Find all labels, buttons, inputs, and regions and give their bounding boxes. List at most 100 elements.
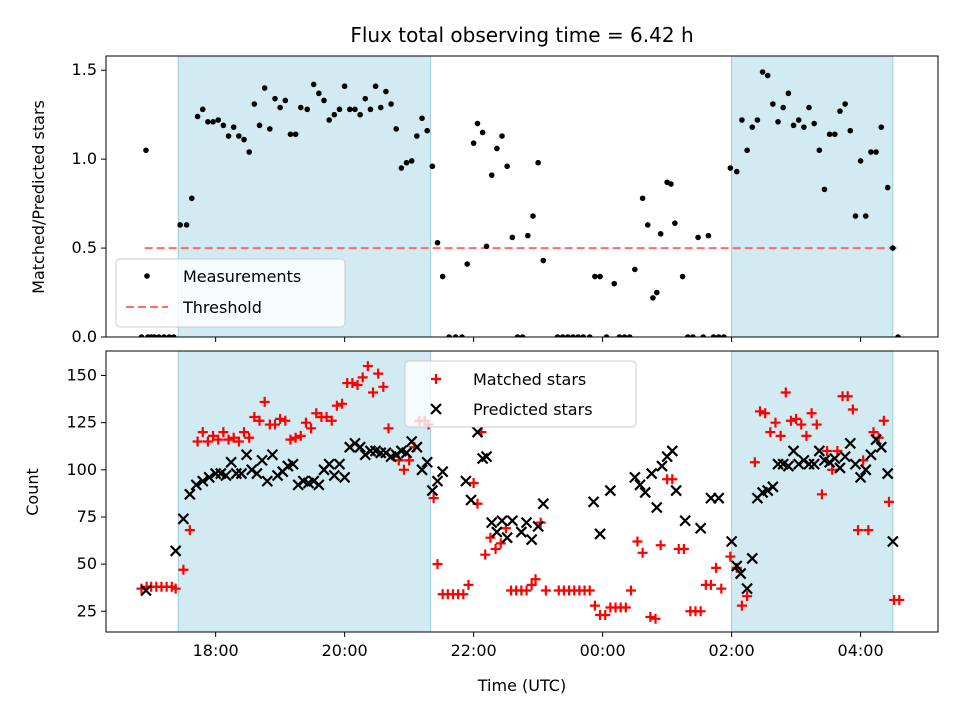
predicted-stars-point [813, 445, 826, 457]
measurement-point [246, 149, 252, 155]
predicted-stars-point [465, 494, 477, 506]
measurement-point [188, 195, 195, 202]
measurement-point [205, 119, 211, 125]
predicted-stars-point [323, 458, 335, 470]
measurement-point [657, 231, 664, 237]
matched-stars-point [290, 432, 301, 443]
measurement-point [884, 184, 891, 191]
measurement-point [837, 108, 843, 114]
matched-stars-point [326, 415, 337, 426]
matched-stars-point [775, 430, 786, 441]
predicted-stars-point [808, 458, 820, 470]
matched-stars-point [357, 372, 368, 383]
measurement-point [639, 195, 646, 202]
predicted-stars-point [849, 458, 862, 470]
predicted-stars-point [196, 475, 209, 487]
measurement-point [559, 334, 566, 337]
matched-stars-point [228, 432, 239, 443]
measurement-point [292, 131, 299, 138]
matched-stars-point [785, 415, 796, 426]
legend: Measurements Threshold [115, 258, 346, 328]
x-axis-label: Time (UTC) [477, 676, 566, 695]
measurement-point [564, 334, 571, 337]
matched-stars-point [170, 583, 181, 594]
legend-predicted-marker [430, 403, 442, 415]
matched-stars-point [832, 445, 843, 456]
matched-stars-point [695, 606, 706, 617]
top-y-axis-label: Matched/Predicted stars [29, 100, 48, 294]
predicted-stars-point [587, 496, 600, 508]
matched-stars-point [347, 378, 358, 389]
matched-stars-point [600, 610, 611, 621]
measurement-point [161, 334, 167, 337]
matched-stars-point [233, 436, 244, 447]
matched-stars-point [311, 408, 322, 419]
measurement-point [554, 334, 561, 337]
measurement-point [225, 133, 232, 139]
matched-stars-point [589, 600, 600, 611]
measurement-point [331, 111, 338, 118]
measurement-point [494, 145, 500, 152]
predicted-stars-point [725, 535, 738, 548]
measurement-point [785, 90, 792, 97]
measurement-point [811, 120, 817, 127]
measurement-point [138, 334, 145, 337]
predicted-stars-point [887, 535, 899, 548]
predicted-stars-point [169, 545, 182, 557]
plot-area [138, 69, 901, 337]
measurement-point [393, 126, 400, 132]
predicted-stars-point [537, 497, 550, 510]
predicted-stars-point [140, 584, 152, 597]
matched-stars-point [780, 387, 791, 398]
measurement-point [710, 334, 717, 337]
matched-stars-point [223, 434, 234, 445]
measurement-point [210, 119, 216, 125]
y-tick-label: 100 [66, 460, 97, 479]
predicted-stars-point [730, 560, 743, 572]
x-tick-label: 02:00 [709, 641, 755, 660]
y-tick-label: 1.5 [72, 60, 97, 79]
measurement-point [166, 334, 173, 337]
predicted-stars-point [734, 567, 747, 580]
measurement-point [499, 133, 505, 139]
measurement-point [632, 266, 638, 273]
predicted-stars-point [177, 513, 190, 525]
measurement-point [479, 129, 486, 136]
matched-stars-point [725, 551, 736, 562]
measurement-point [852, 213, 859, 219]
matched-stars-point [584, 585, 595, 596]
y-tick-label: 25 [77, 601, 97, 620]
matched-stars-point [863, 525, 874, 536]
predicted-stars-point [506, 514, 519, 527]
measurement-point [832, 131, 838, 138]
matched-stars-point [526, 579, 537, 590]
measurement-point [236, 133, 242, 139]
predicted-stars-point [354, 441, 366, 453]
predicted-stars-point [829, 452, 841, 465]
measurement-point [878, 124, 885, 130]
measurement-point [483, 243, 490, 250]
predicted-stars-point [471, 426, 484, 438]
matched-stars-point [213, 434, 224, 445]
matched-stars-point [269, 419, 280, 430]
observing-window-shade [731, 350, 894, 633]
legend-measurements-label: Measurements [183, 267, 301, 286]
matched-stars-point [632, 536, 643, 547]
matched-stars-point [749, 457, 760, 468]
predicted-stars-point [203, 471, 215, 484]
predicted-stars-point [515, 526, 528, 538]
measurement-point [514, 334, 521, 337]
matched-stars-point [383, 423, 394, 434]
matched-stars-point [468, 478, 479, 489]
measurement-point [715, 334, 722, 337]
predicted-stars-point [240, 448, 253, 461]
measurement-point [775, 119, 781, 125]
measurement-point [626, 334, 633, 337]
measurement-point [316, 90, 322, 97]
predicted-stars-point [679, 514, 691, 527]
legend-matched-marker [431, 374, 441, 384]
measurement-point [790, 122, 797, 129]
legend-measurements-marker [144, 273, 150, 279]
predicted-stars-point [525, 533, 538, 546]
matched-stars-point [463, 579, 474, 590]
